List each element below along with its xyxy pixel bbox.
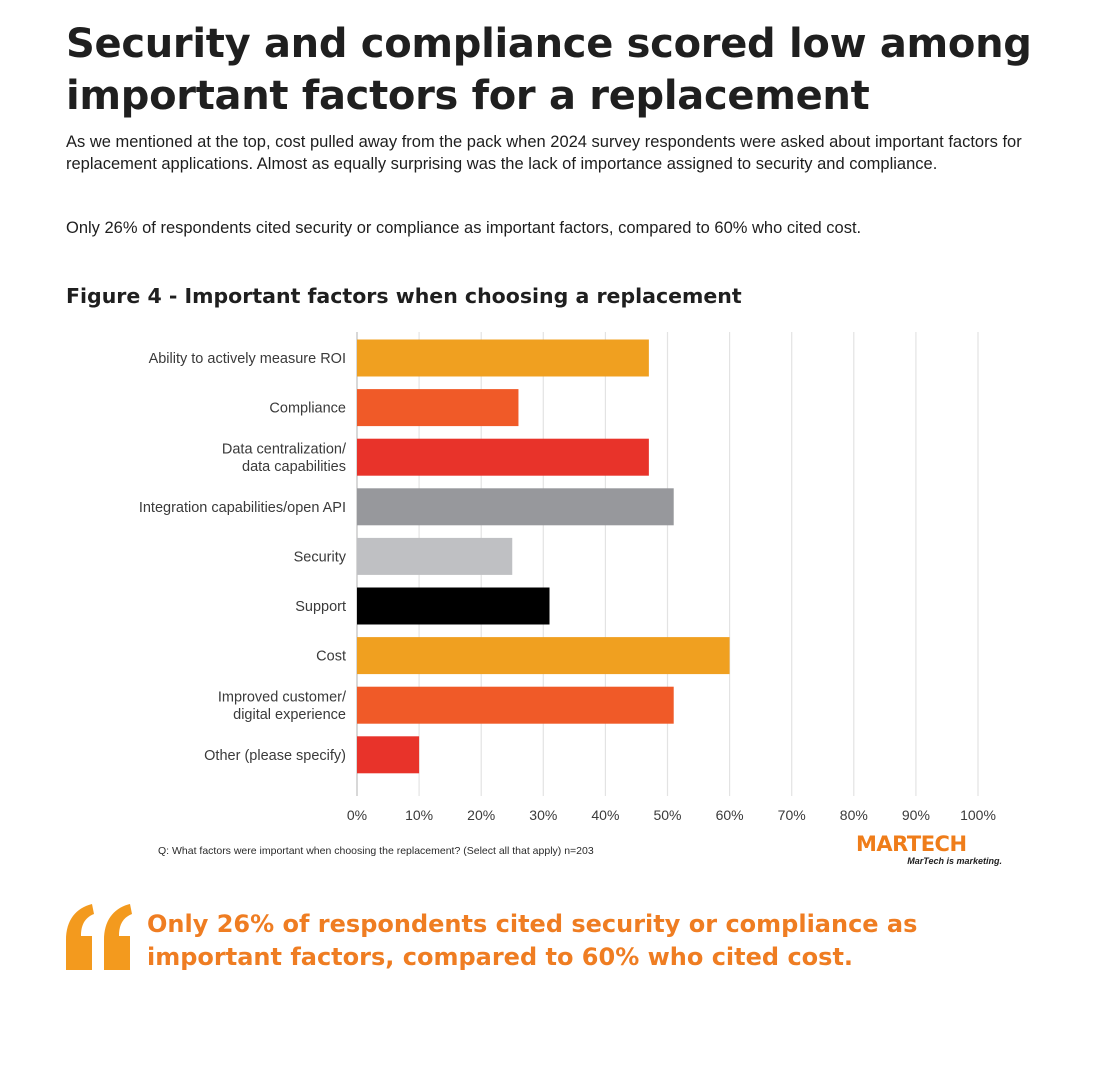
stat-paragraph: Only 26% of respondents cited security o… [66, 219, 862, 237]
bar [357, 438, 649, 476]
category-label: Compliance [269, 401, 346, 417]
bar [357, 686, 674, 724]
chart-tick-labels: 0% 10% 20% 30% 40% 50% 60% 70% 80% 90% 100% [347, 807, 996, 823]
x-tick-label: 20% [467, 807, 495, 823]
survey-footnote: Q: What factors were important when choo… [158, 845, 594, 857]
bar [357, 537, 513, 575]
chart-category-labels: Ability to actively measure ROI Complianc… [139, 351, 347, 764]
x-tick-label: 0% [347, 807, 367, 823]
brand-tagline: MarTech is marketing. [907, 856, 1002, 866]
x-tick-label: 60% [716, 807, 744, 823]
x-tick-label: 50% [653, 807, 681, 823]
x-tick-label: 100% [960, 807, 996, 823]
category-label: Improved customer/digital experience [218, 689, 347, 723]
x-tick-label: 30% [529, 807, 557, 823]
category-label: Ability to actively measure ROI [149, 351, 346, 367]
page-title: Security and compliance scored low among… [66, 21, 1032, 119]
x-tick-label: 90% [902, 807, 930, 823]
quote-mark-icon [66, 904, 132, 970]
intro-paragraph: As we mentioned at the top, cost pulled … [66, 133, 1022, 173]
category-label: Other (please specify) [204, 748, 346, 764]
bar-chart: Ability to actively measure ROI Complianc… [139, 332, 996, 823]
chart-bars [357, 339, 730, 774]
category-label: Data centralization/data capabilities [222, 441, 347, 475]
martech-logo: MARTECH MarTech is marketing. [856, 832, 1006, 866]
category-label: Integration capabilities/open API [139, 500, 346, 516]
category-label: Cost [316, 649, 346, 665]
brand-name: MARTECH [856, 832, 967, 856]
pull-quote: Only 26% of respondents cited security o… [147, 910, 918, 971]
bar [357, 637, 730, 675]
x-tick-label: 10% [405, 807, 433, 823]
bar [357, 736, 420, 774]
x-tick-label: 40% [591, 807, 619, 823]
bar [357, 389, 519, 427]
bar [357, 587, 550, 625]
x-tick-label: 80% [840, 807, 868, 823]
figure-title: Figure 4 - Important factors when choosi… [66, 284, 742, 308]
x-tick-label: 70% [778, 807, 806, 823]
bar [357, 339, 649, 377]
bar [357, 488, 674, 526]
category-label: Security [294, 549, 347, 565]
category-label: Support [295, 599, 346, 615]
